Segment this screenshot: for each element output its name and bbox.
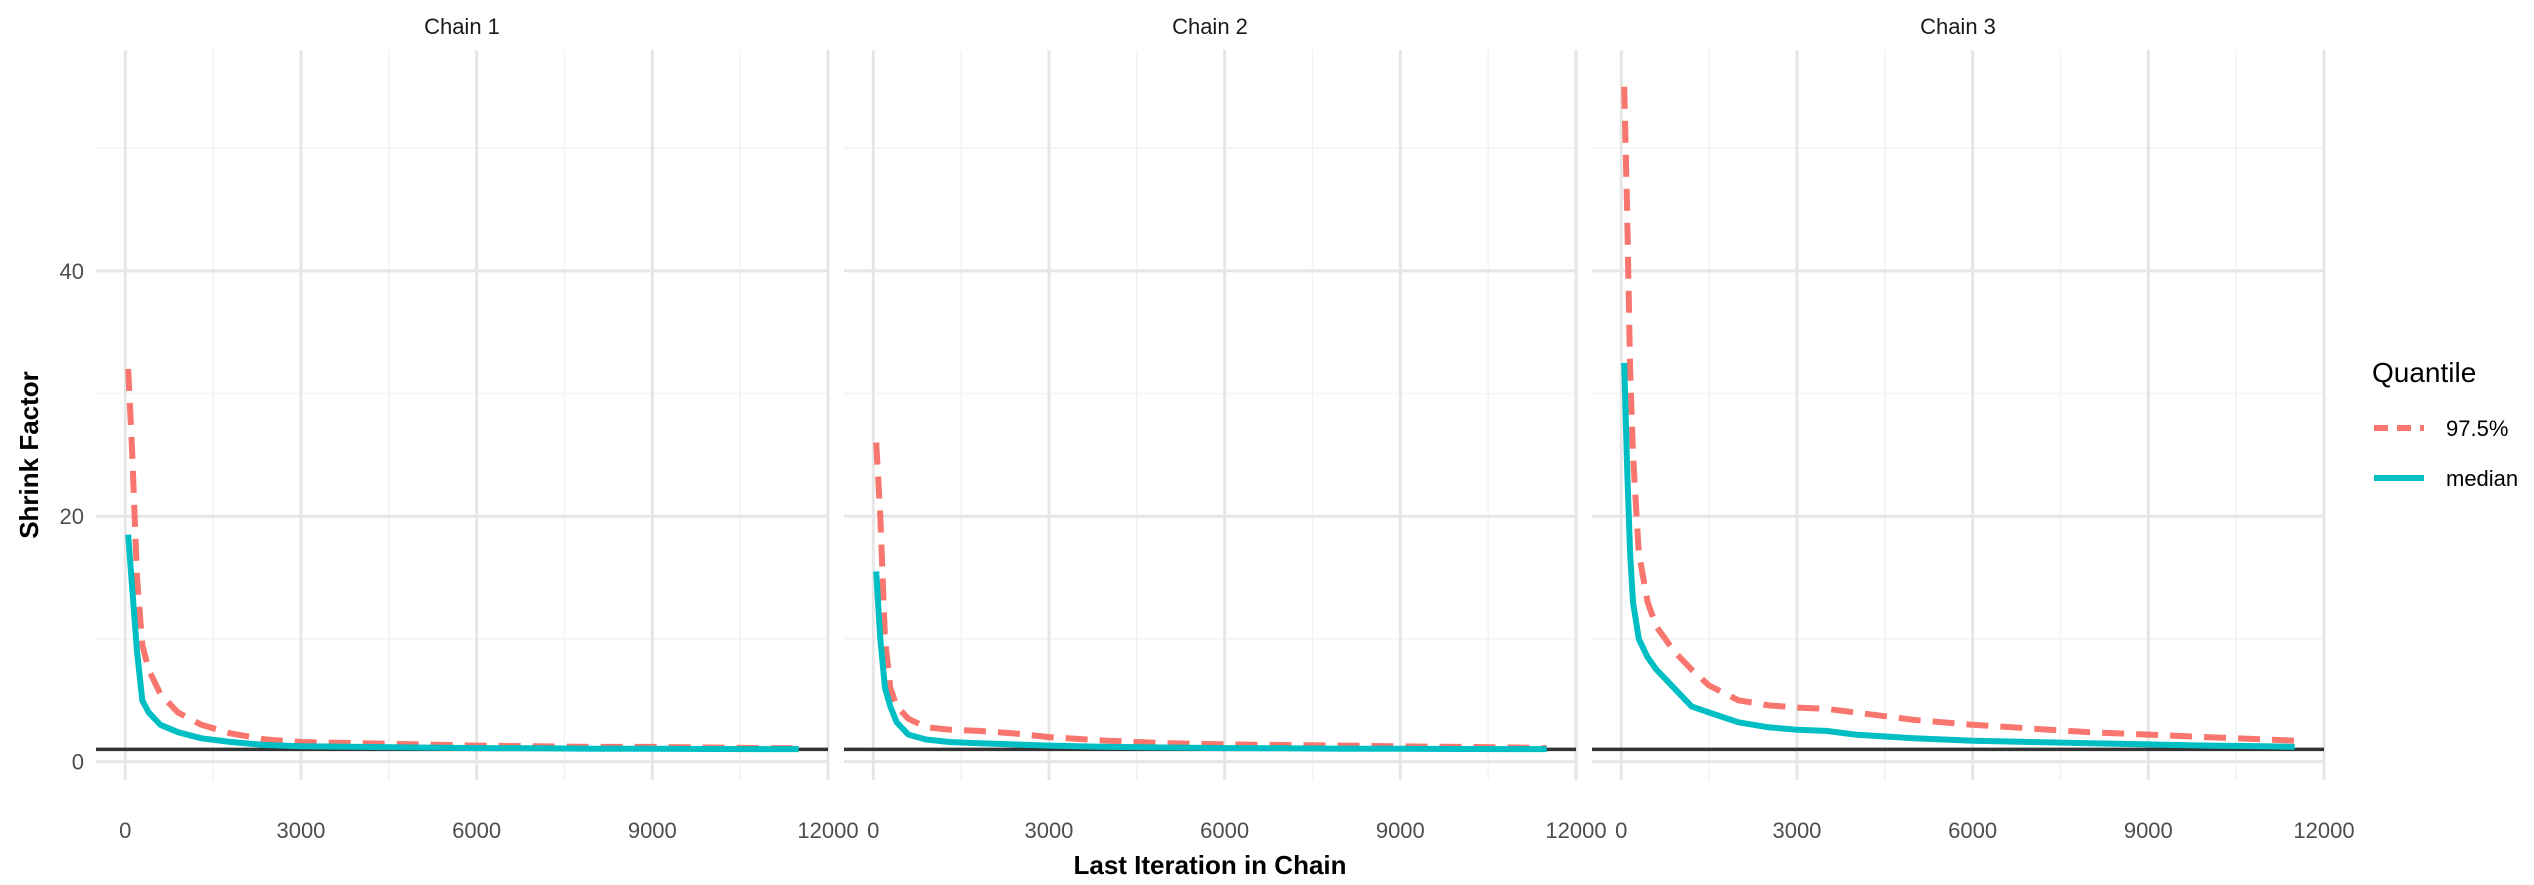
x-tick-label: 3000 bbox=[276, 818, 325, 843]
series-line-q975 bbox=[125, 368, 799, 752]
panel-chain-2: Chain 2 0 3000 6000 9000 12000 bbox=[844, 14, 1607, 843]
x-axis-title: Last Iteration in Chain bbox=[1073, 850, 1346, 880]
legend: Quantile 97.5% median bbox=[2372, 357, 2518, 491]
series-line-q975 bbox=[1621, 86, 2295, 744]
panels-group: Chain 1 0 3000 6000 9000 12000 0 20 40 Chain 2 0 30… bbox=[60, 14, 2355, 843]
panel-title: Chain 1 bbox=[424, 14, 500, 39]
legend-label: median bbox=[2446, 466, 2518, 491]
x-tick-label: 9000 bbox=[2124, 818, 2173, 843]
x-tick-label: 9000 bbox=[628, 818, 677, 843]
x-tick-label: 0 bbox=[119, 818, 131, 843]
x-tick-label: 6000 bbox=[1200, 818, 1249, 843]
x-tick-label: 9000 bbox=[1376, 818, 1425, 843]
x-tick-label: 6000 bbox=[452, 818, 501, 843]
legend-title: Quantile bbox=[2372, 357, 2476, 388]
panel-title: Chain 2 bbox=[1172, 14, 1248, 39]
series-line-median bbox=[1621, 362, 2295, 750]
series-line-median bbox=[125, 534, 799, 753]
y-axis-title: Shrink Factor bbox=[14, 371, 44, 539]
panel-title: Chain 3 bbox=[1920, 14, 1996, 39]
x-tick-label: 12000 bbox=[1545, 818, 1606, 843]
x-tick-label: 3000 bbox=[1024, 818, 1073, 843]
x-tick-label: 3000 bbox=[1772, 818, 1821, 843]
x-tick-label: 0 bbox=[1615, 818, 1627, 843]
x-tick-label: 0 bbox=[867, 818, 879, 843]
y-tick-label: 20 bbox=[60, 504, 84, 529]
y-tick-label: 40 bbox=[60, 259, 84, 284]
panel-chain-1: Chain 1 0 3000 6000 9000 12000 0 20 40 bbox=[60, 14, 859, 843]
y-tick-label: 0 bbox=[72, 750, 84, 775]
x-tick-label: 12000 bbox=[797, 818, 858, 843]
series-line-q975 bbox=[873, 442, 1547, 752]
x-tick-label: 12000 bbox=[2293, 818, 2354, 843]
x-tick-label: 6000 bbox=[1948, 818, 1997, 843]
legend-label: 97.5% bbox=[2446, 416, 2508, 441]
series-line-median bbox=[873, 571, 1547, 753]
panel-chain-3: Chain 3 0 3000 6000 9000 12000 bbox=[1592, 14, 2355, 843]
